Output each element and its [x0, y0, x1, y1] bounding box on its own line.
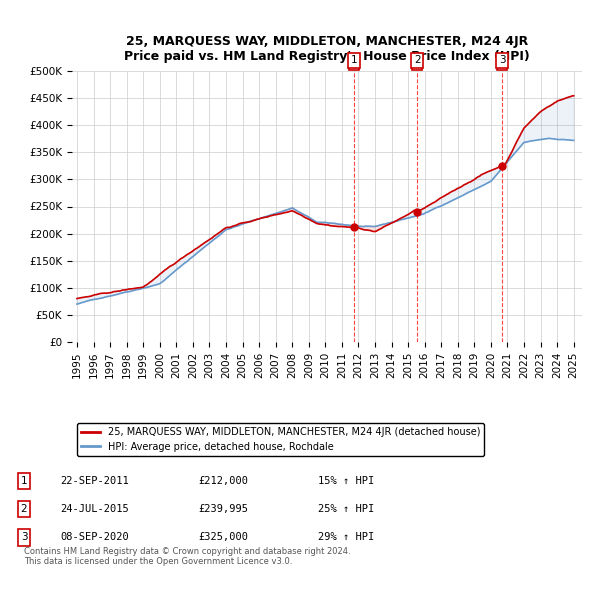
Text: 3: 3 — [499, 55, 506, 65]
Title: 25, MARQUESS WAY, MIDDLETON, MANCHESTER, M24 4JR
Price paid vs. HM Land Registry: 25, MARQUESS WAY, MIDDLETON, MANCHESTER,… — [124, 35, 530, 63]
Text: 15% ↑ HPI: 15% ↑ HPI — [318, 476, 374, 486]
Text: 29% ↑ HPI: 29% ↑ HPI — [318, 533, 374, 542]
Text: 22-SEP-2011: 22-SEP-2011 — [60, 476, 129, 486]
Text: 08-SEP-2020: 08-SEP-2020 — [60, 533, 129, 542]
Text: 2: 2 — [414, 58, 421, 68]
Text: 24-JUL-2015: 24-JUL-2015 — [60, 504, 129, 514]
Text: 25% ↑ HPI: 25% ↑ HPI — [318, 504, 374, 514]
Text: 1: 1 — [351, 58, 357, 68]
Text: 2: 2 — [414, 55, 421, 65]
Text: 1: 1 — [350, 55, 357, 65]
Text: 3: 3 — [499, 58, 505, 68]
Legend: 25, MARQUESS WAY, MIDDLETON, MANCHESTER, M24 4JR (detached house), HPI: Average : 25, MARQUESS WAY, MIDDLETON, MANCHESTER,… — [77, 423, 484, 455]
Text: £212,000: £212,000 — [198, 476, 248, 486]
Text: 1: 1 — [20, 476, 28, 486]
Text: 3: 3 — [20, 533, 28, 542]
Text: £325,000: £325,000 — [198, 533, 248, 542]
Text: 2: 2 — [20, 504, 28, 514]
Text: Contains HM Land Registry data © Crown copyright and database right 2024.
This d: Contains HM Land Registry data © Crown c… — [24, 547, 350, 566]
Text: £239,995: £239,995 — [198, 504, 248, 514]
